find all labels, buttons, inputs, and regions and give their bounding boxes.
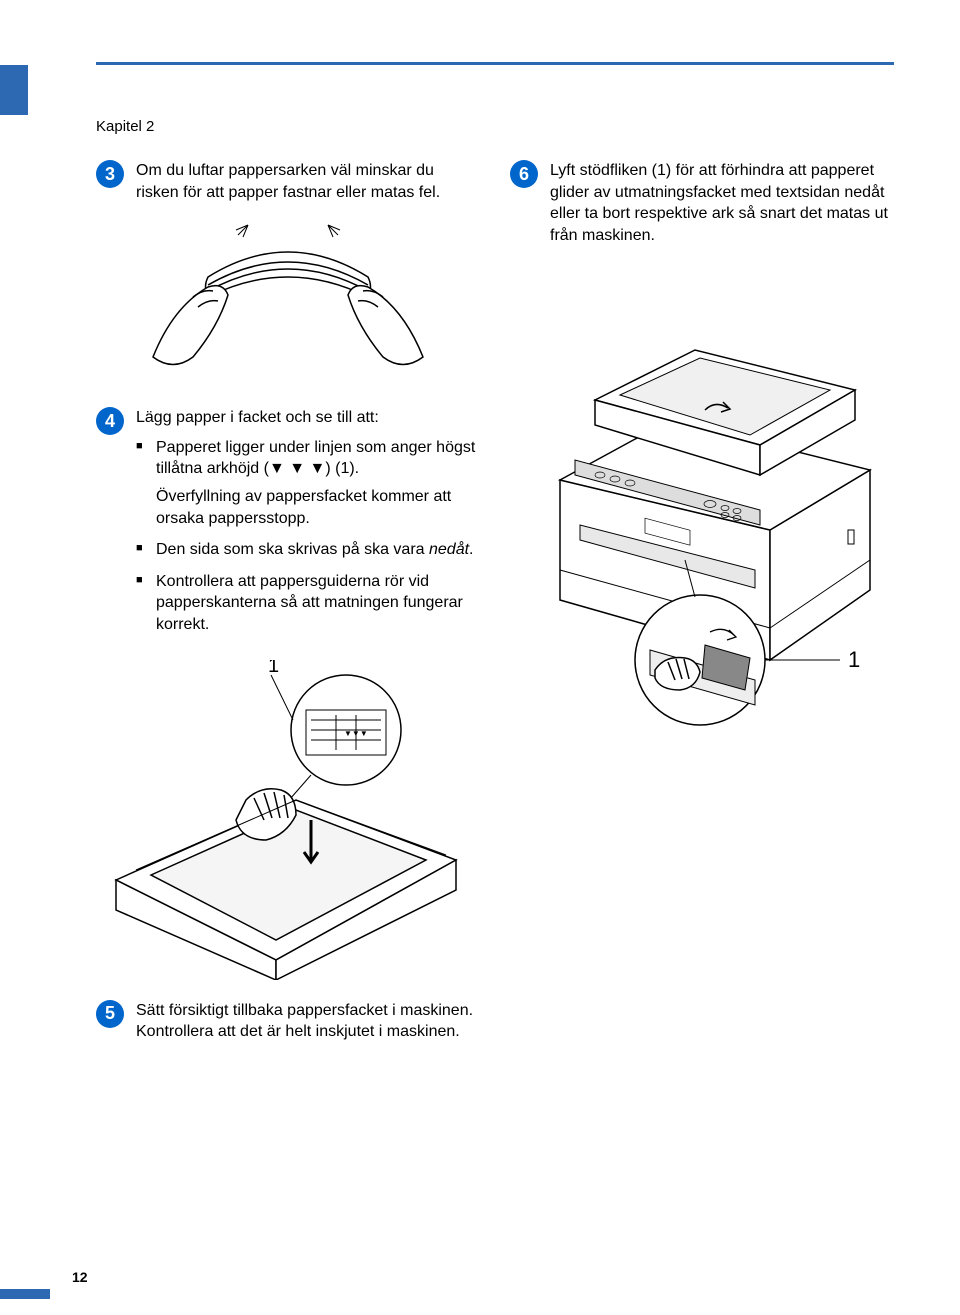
printer-callout-1: 1	[848, 647, 860, 672]
step-4: 4 Lägg papper i facket och se till att: …	[96, 407, 480, 645]
step-4-intro: Lägg papper i facket och se till att:	[136, 407, 480, 429]
step-4-bullet-1b: Överfyllning av pappersfacket kommer att…	[156, 486, 480, 529]
side-tab	[0, 65, 28, 115]
step-badge-5: 5	[96, 1000, 124, 1028]
step-badge-4: 4	[96, 407, 124, 435]
header-rule	[96, 62, 894, 65]
step-4-bullet-2-em: nedåt	[429, 541, 469, 558]
step-badge-6: 6	[510, 160, 538, 188]
step-3: 3 Om du luftar pappersarken väl minskar …	[96, 160, 480, 203]
step-4-bullet-2-post: .	[469, 541, 473, 558]
chapter-label: Kapitel 2	[96, 118, 154, 135]
illustration-fan-paper	[96, 217, 480, 387]
right-column: 6 Lyft stödfliken (1) för att förhindra …	[510, 160, 894, 1057]
step-4-bullet-2-pre: Den sida som ska skrivas på ska vara	[156, 541, 429, 558]
step-4-bullets: Papperet ligger under linjen som anger h…	[136, 437, 480, 636]
step-3-text: Om du luftar pappersarken väl minskar du…	[136, 160, 480, 203]
step-4-bullet-1: Papperet ligger under linjen som anger h…	[136, 437, 480, 529]
left-column: 3 Om du luftar pappersarken väl minskar …	[96, 160, 480, 1057]
illustration-printer: 1	[510, 260, 894, 730]
page-number: 12	[72, 1269, 88, 1285]
step-5-text: Sätt försiktigt tillbaka pappersfacket i…	[136, 1000, 480, 1043]
step-4-bullet-3: Kontrollera att pappersguiderna rör vid …	[136, 571, 480, 636]
tray-callout-1: 1	[268, 660, 279, 677]
step-6: 6 Lyft stödfliken (1) för att förhindra …	[510, 160, 894, 246]
step-4-bullet-2: Den sida som ska skrivas på ska vara ned…	[136, 539, 480, 561]
manual-page: Kapitel 2 3 Om du luftar pappersarken vä…	[0, 0, 960, 1315]
illustration-tray: ▼▼▼ 1	[96, 660, 480, 980]
footer-tab	[0, 1289, 50, 1299]
svg-text:▼▼▼: ▼▼▼	[344, 729, 368, 738]
step-6-text: Lyft stödfliken (1) för att förhindra at…	[550, 160, 894, 246]
step-5: 5 Sätt försiktigt tillbaka pappersfacket…	[96, 1000, 480, 1043]
step-badge-3: 3	[96, 160, 124, 188]
content-area: 3 Om du luftar pappersarken väl minskar …	[96, 160, 894, 1057]
step-4-body: Lägg papper i facket och se till att: Pa…	[136, 407, 480, 645]
step-4-bullet-1a: Papperet ligger under linjen som anger h…	[156, 439, 475, 478]
